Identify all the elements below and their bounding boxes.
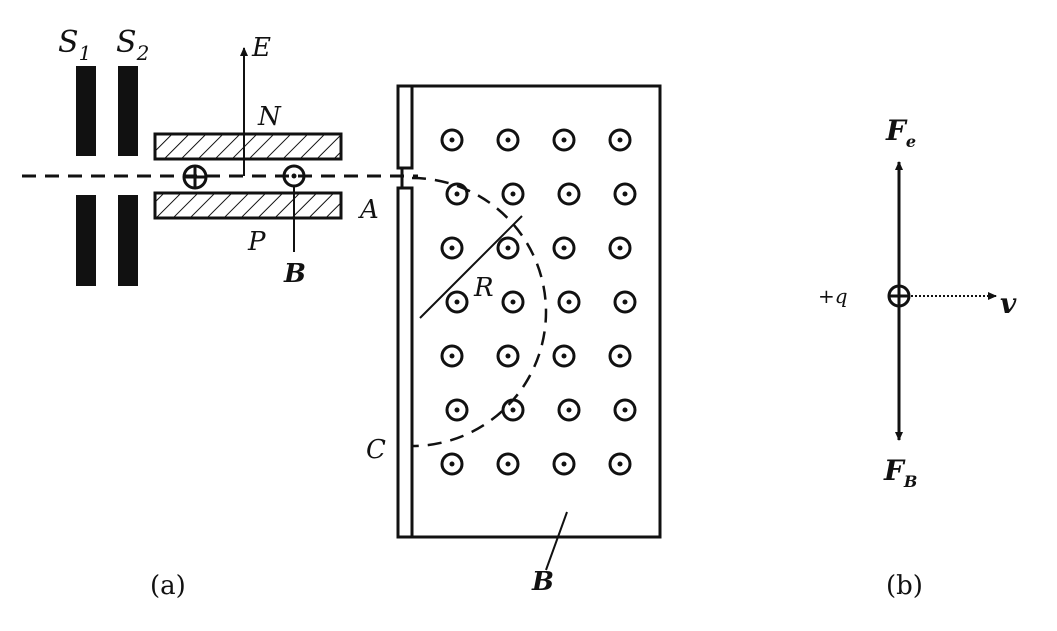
ion-trajectory <box>411 176 548 448</box>
caption-b: (b) <box>886 571 923 601</box>
field-out-of-page-icon <box>608 344 632 368</box>
charge-icon <box>887 284 911 308</box>
positive-charge-icon <box>182 164 208 190</box>
field-out-of-page-icon <box>496 452 520 476</box>
field-out-of-page-icon <box>501 398 525 422</box>
field-out-of-page-icon <box>552 236 576 260</box>
field-out-of-page-icon <box>608 128 632 152</box>
entry-wall-top <box>396 84 414 170</box>
caption-a: (a) <box>150 571 186 601</box>
field-out-of-page-icon <box>552 344 576 368</box>
field-out-of-page-icon <box>440 128 464 152</box>
charge-label: +q <box>818 284 848 308</box>
field-out-of-page-icon <box>608 452 632 476</box>
fb-label: FB <box>883 454 917 491</box>
field-out-of-page-icon <box>557 290 581 314</box>
magnetic-field-grid <box>440 128 637 476</box>
field-out-of-page-icon <box>496 344 520 368</box>
field-out-of-page-icon <box>552 128 576 152</box>
diagram-a: S1 S2 E N B P A <box>22 25 662 601</box>
fe-label: Fe <box>885 114 916 151</box>
point-c-label: C <box>366 435 386 465</box>
slit-plate-s1-top <box>76 66 96 156</box>
slit2-label: S2 <box>116 25 149 65</box>
field-out-of-page-icon <box>608 236 632 260</box>
top-plate-label: N <box>257 102 282 132</box>
field-out-of-page-icon <box>613 398 637 422</box>
radius-label: R <box>473 273 494 303</box>
field-out-of-page-icon <box>496 128 520 152</box>
radius-line <box>419 215 523 319</box>
field-out-of-page-icon <box>445 290 469 314</box>
slit-plate-s1-bottom <box>76 195 96 286</box>
slit-plate-s2-top <box>118 66 138 156</box>
field-out-of-page-icon <box>440 236 464 260</box>
field-out-of-page-icon <box>496 236 520 260</box>
field-out-of-page-icon <box>445 398 469 422</box>
chamber-b-label: B <box>531 567 554 597</box>
entry-wall-bottom <box>396 186 414 539</box>
field-out-of-page-icon <box>613 182 637 206</box>
field-out-of-page-icon <box>557 182 581 206</box>
slit-plate-s2-bottom <box>118 195 138 286</box>
capacitor-plate-p <box>153 191 343 220</box>
field-out-of-page-icon <box>445 182 469 206</box>
field-out-of-page-icon <box>557 398 581 422</box>
exit-label: A <box>358 195 379 225</box>
field-out-of-page-icon <box>501 290 525 314</box>
field-out-of-page-icon <box>440 344 464 368</box>
field-out-of-page-icon <box>552 452 576 476</box>
velocity-label: v <box>1000 287 1017 320</box>
e-field-label: E <box>251 33 271 63</box>
capacitor-plate-n <box>153 132 343 161</box>
field-out-of-page-icon <box>501 182 525 206</box>
plate-b-label: B <box>283 259 306 289</box>
bottom-plate-label: P <box>247 227 266 257</box>
chamber-b-pointer <box>545 511 568 571</box>
field-out-of-page-icon <box>440 452 464 476</box>
slit1-label: S1 <box>58 25 91 65</box>
field-out-of-page-icon <box>613 290 637 314</box>
diagram-b: +q v Fe FB (b) <box>818 114 1017 601</box>
